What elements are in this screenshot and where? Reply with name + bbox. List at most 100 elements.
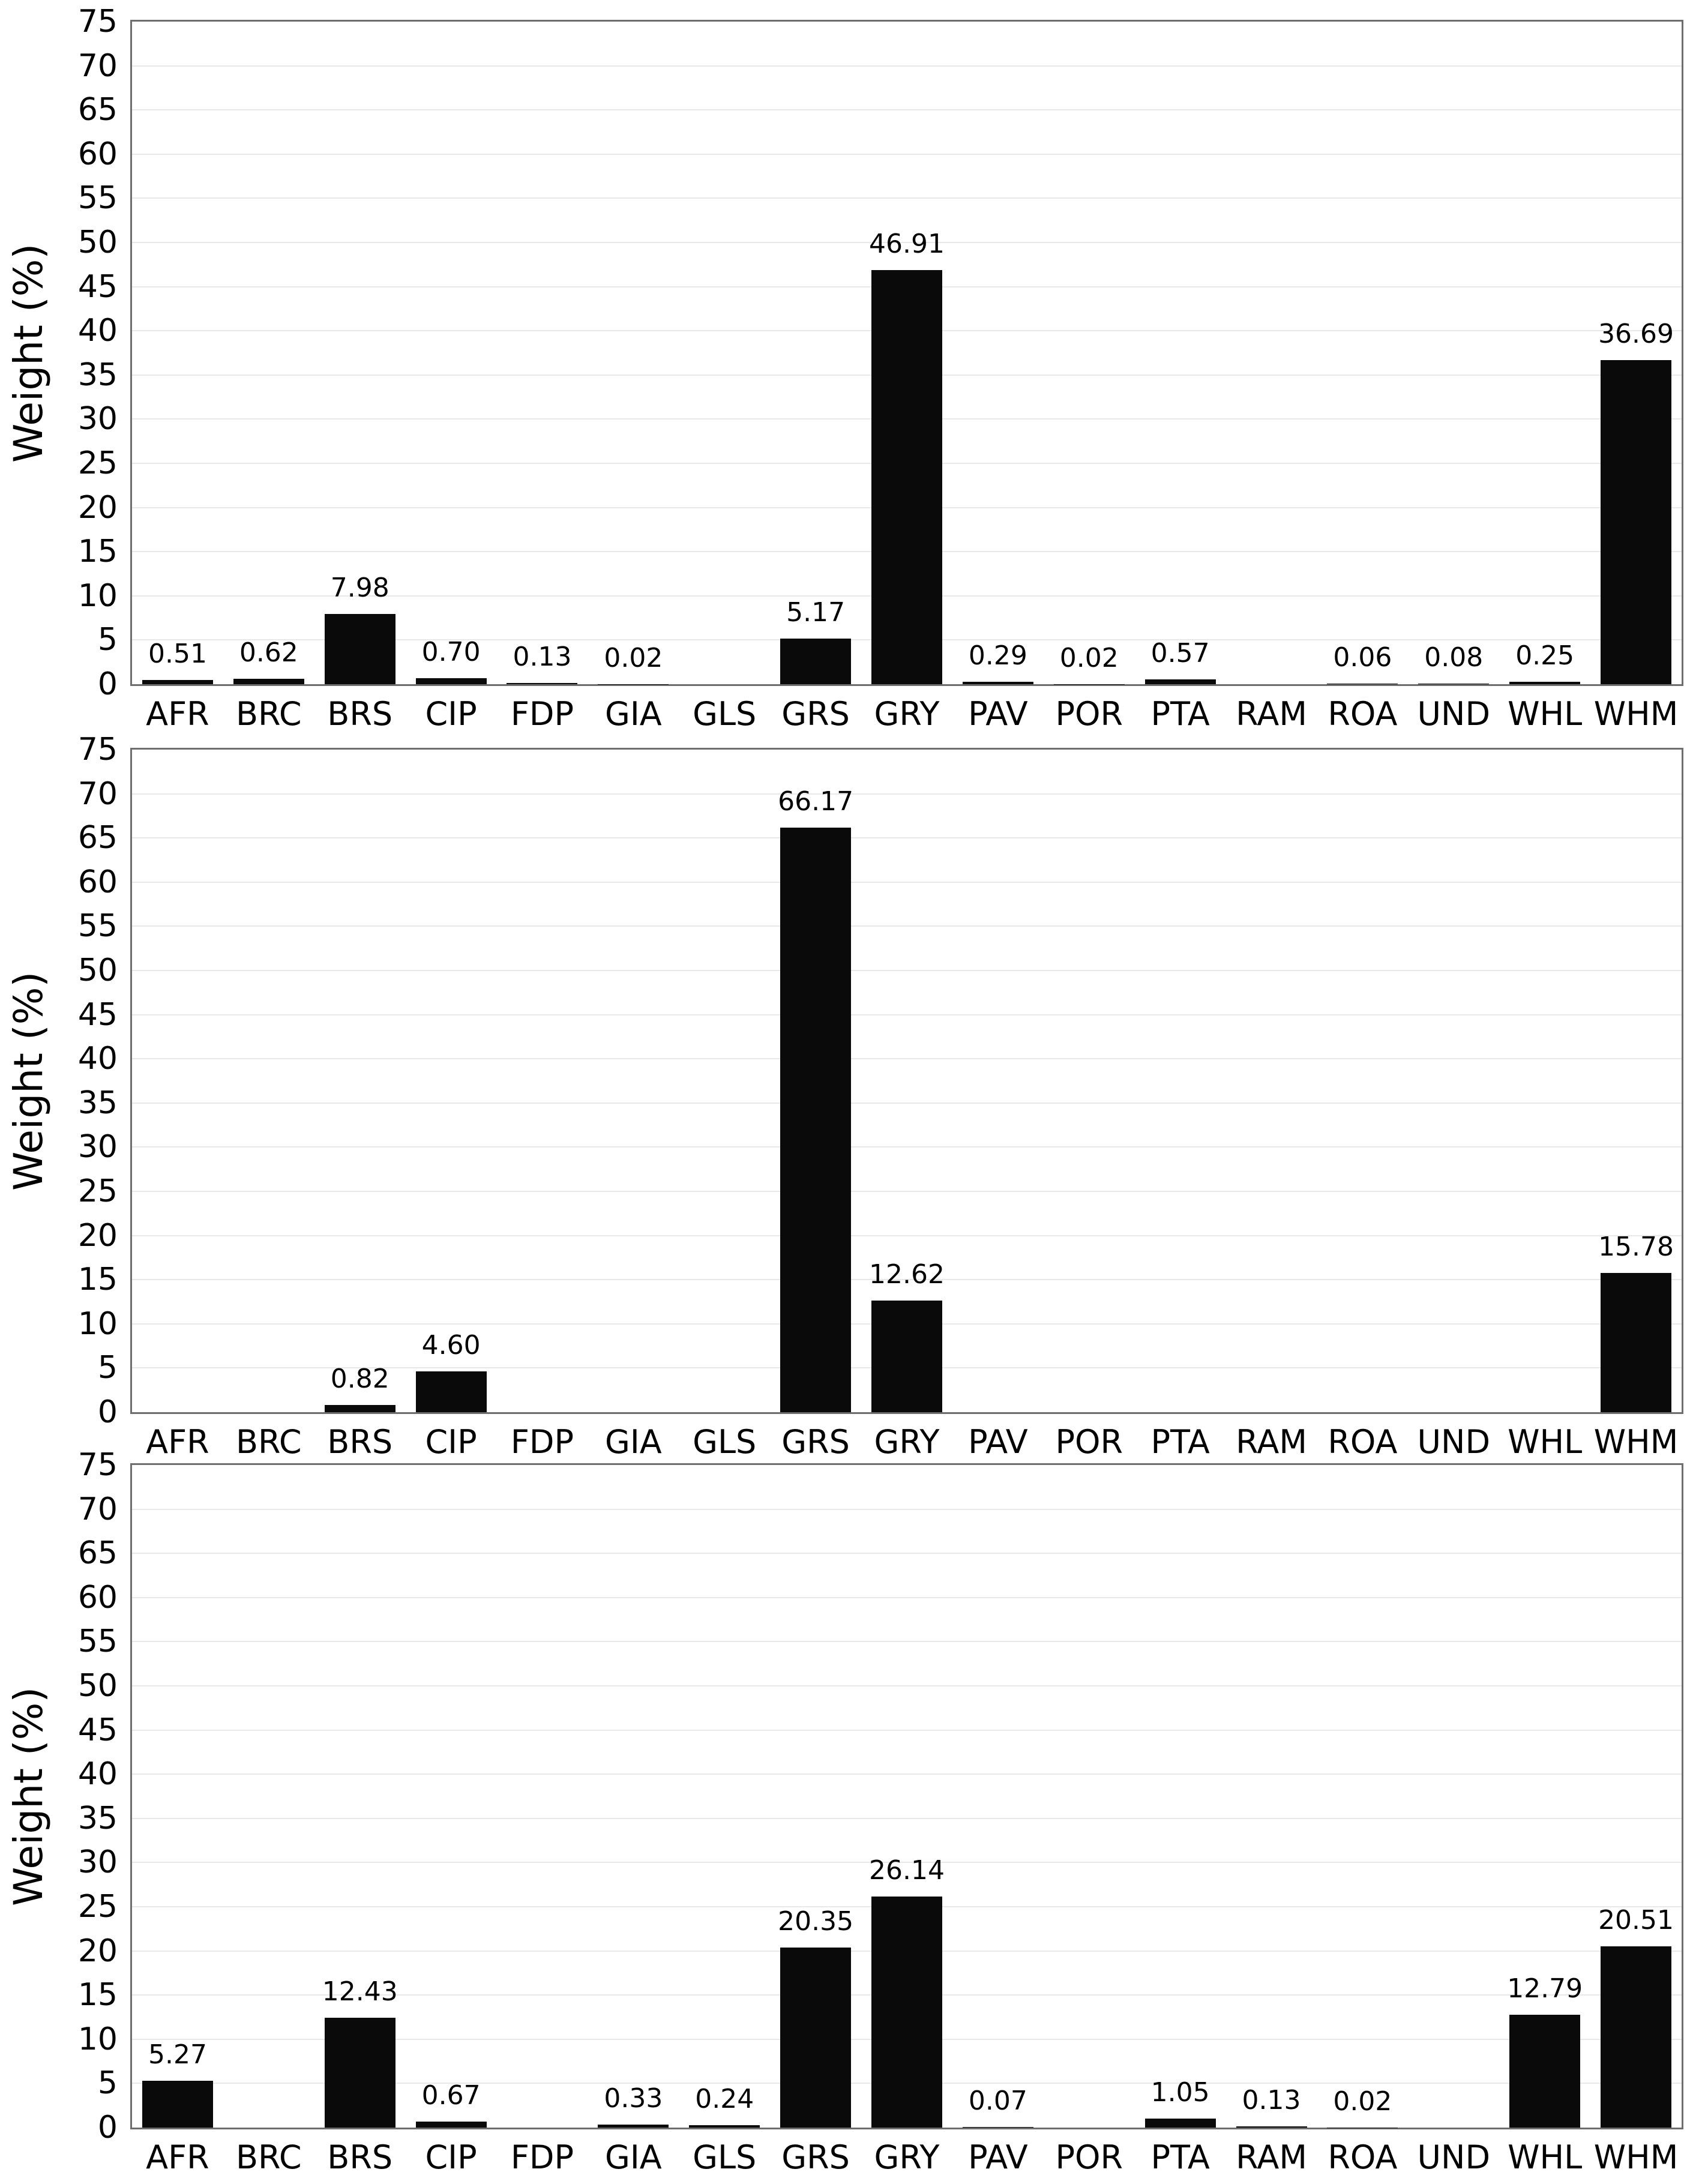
gridline	[132, 1596, 1682, 1598]
y-tick-label: 40	[77, 1756, 118, 1793]
bar-pav	[962, 2126, 1033, 2128]
x-tick-label: WHM	[1593, 695, 1679, 733]
bar-value-label: 0.13	[1242, 2085, 1301, 2116]
gridline	[132, 1279, 1682, 1281]
panel-a: Weight (%) A 0.510.627.980.700.130.025.1…	[0, 0, 1699, 741]
x-tick-label: GRY	[874, 695, 940, 733]
bar-value-label: 20.35	[778, 1906, 854, 1937]
gridline	[132, 925, 1682, 927]
y-tick-label: 30	[77, 1129, 118, 1166]
y-tick-label: 60	[77, 1579, 118, 1616]
x-tick-label: GLS	[693, 1423, 757, 1461]
x-tick-label: BRC	[236, 2138, 302, 2176]
bar-whl	[1509, 2014, 1581, 2128]
bar-value-label: 5.17	[786, 597, 846, 628]
bar-value-label: 0.25	[1515, 640, 1575, 672]
y-tick-label: 50	[77, 224, 118, 260]
gridline	[132, 1862, 1682, 1864]
bar-grs	[780, 1948, 852, 2128]
x-tick-label: UND	[1417, 2138, 1491, 2176]
bar-gry	[871, 1897, 942, 2128]
y-tick-label: 15	[77, 534, 118, 570]
x-tick-label: AFR	[146, 1423, 209, 1461]
x-tick-label: GIA	[604, 1423, 662, 1461]
bar-value-label: 1.05	[1150, 2077, 1210, 2108]
bar-ram	[1236, 2126, 1307, 2128]
x-tick-label: ROA	[1328, 1423, 1398, 1461]
y-tick-label: 20	[77, 489, 118, 526]
bar-value-label: 0.02	[1333, 2086, 1392, 2117]
y-tick-label: 25	[77, 1173, 118, 1209]
bar-value-label: 0.82	[330, 1363, 389, 1394]
x-tick-label: AFR	[146, 695, 209, 733]
bar-gry	[871, 269, 942, 684]
x-tick-label: FDP	[510, 695, 574, 733]
y-tick-label: 60	[77, 864, 118, 900]
y-tick-label: 75	[77, 4, 118, 40]
bar-grs	[780, 638, 852, 684]
y-tick-label: 35	[77, 1084, 118, 1121]
gridline	[132, 109, 1682, 111]
gridline	[132, 1685, 1682, 1686]
y-tick-label: 20	[77, 1933, 118, 1969]
y-tick-label: 5	[97, 1350, 118, 1386]
bar-value-label: 12.79	[1507, 1973, 1583, 2004]
x-tick-label: RAM	[1236, 695, 1307, 733]
gridline	[132, 837, 1682, 839]
y-tick-label: 75	[77, 732, 118, 768]
x-tick-label: RAM	[1236, 1423, 1307, 1461]
x-tick-label: PAV	[968, 695, 1028, 733]
bar-fdp	[507, 683, 578, 684]
x-tick-label: WHL	[1508, 695, 1583, 733]
y-tick-label: 45	[77, 996, 118, 1033]
bar-value-label: 15.78	[1598, 1231, 1674, 1262]
bar-brs	[324, 2018, 395, 2128]
bar-brs	[324, 1404, 395, 1412]
x-tick-label: PAV	[968, 1423, 1028, 1461]
y-tick-label: 65	[77, 1535, 118, 1572]
gridline	[132, 793, 1682, 795]
x-tick-label: PTA	[1150, 1423, 1210, 1461]
bar-afr	[142, 679, 213, 684]
bar-pta	[1144, 679, 1216, 684]
x-tick-label: BRC	[236, 1423, 302, 1461]
y-tick-label: 70	[77, 47, 118, 84]
plot-area: 0.82 4.60 66.17 12.62 15.78	[130, 748, 1683, 1414]
bar-value-label: 0.51	[148, 638, 207, 669]
bar-value-label: 0.57	[1150, 637, 1210, 669]
gridline	[132, 65, 1682, 67]
bar-value-label: 12.62	[869, 1259, 945, 1290]
bar-brc	[233, 678, 304, 684]
bar-value-label: 0.29	[968, 640, 1027, 671]
bar-value-label: 0.08	[1424, 642, 1484, 673]
bar-value-label: 7.98	[330, 572, 389, 603]
x-tick-label: GRS	[781, 2138, 850, 2176]
gridline	[132, 970, 1682, 971]
panel-c: Weight (%) C 5.2712.430.670.330.2420.352…	[0, 1443, 1699, 2184]
y-tick-label: 65	[77, 92, 118, 128]
gridline	[132, 197, 1682, 199]
x-tick-label: POR	[1055, 695, 1123, 733]
y-tick-label: 70	[77, 1491, 118, 1527]
x-tick-label: WHL	[1508, 2138, 1583, 2176]
bar-value-label: 0.24	[695, 2084, 754, 2115]
y-tick-label: 20	[77, 1217, 118, 1254]
x-tick-label: GRS	[781, 1423, 850, 1461]
y-tick-label: 60	[77, 136, 118, 172]
y-tick-label: 25	[77, 1889, 118, 1925]
gridline	[132, 153, 1682, 155]
y-tick-label: 25	[77, 445, 118, 481]
gridline	[132, 242, 1682, 243]
bar-value-label: 0.02	[1059, 642, 1119, 673]
bar-cip	[415, 1371, 487, 1412]
x-tick-label: BRS	[327, 2138, 393, 2176]
gridline	[132, 1641, 1682, 1643]
y-tick-label: 30	[77, 1844, 118, 1881]
bar-value-label: 0.07	[968, 2085, 1027, 2116]
bar-cip	[415, 2122, 487, 2128]
bar-whm	[1601, 359, 1672, 684]
bar-brs	[324, 613, 395, 684]
bar-gia	[598, 2125, 669, 2128]
x-tick-label: AFR	[146, 2138, 209, 2176]
